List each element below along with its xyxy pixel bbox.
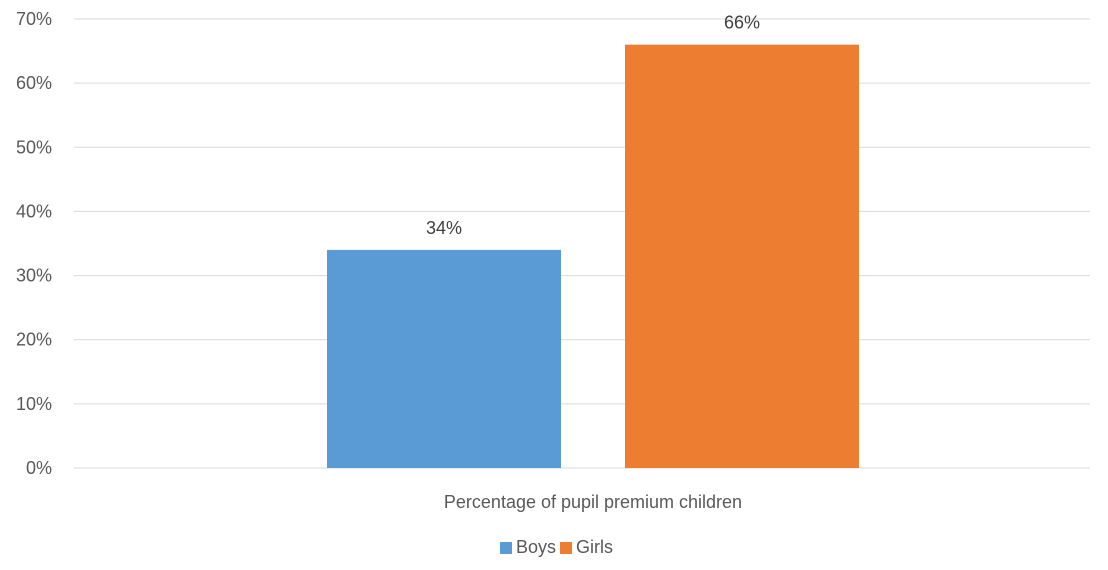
bar-boys — [327, 249, 561, 468]
y-tick-label: 70% — [16, 9, 52, 29]
y-axis-ticks: 0% 10% 20% 30% 40% 50% 60% 70% — [16, 9, 52, 478]
legend-label-girls: Girls — [576, 537, 613, 557]
y-tick-label: 50% — [16, 137, 52, 157]
gridlines — [74, 18, 1090, 469]
data-label-girls: 66% — [724, 13, 760, 33]
legend-swatch-girls — [560, 542, 572, 554]
legend-swatch-boys — [500, 542, 512, 554]
y-tick-label: 30% — [16, 266, 52, 286]
x-category-label: Percentage of pupil premium children — [444, 492, 742, 512]
legend: Boys Girls — [500, 537, 613, 557]
legend-label-boys: Boys — [516, 537, 556, 557]
bars — [327, 44, 859, 469]
x-axis-categories: Percentage of pupil premium children — [444, 492, 742, 512]
data-label-boys: 34% — [426, 218, 462, 238]
y-tick-label: 0% — [26, 458, 52, 478]
data-labels: 34% 66% — [426, 13, 760, 238]
y-tick-label: 60% — [16, 73, 52, 93]
y-tick-label: 20% — [16, 330, 52, 350]
y-tick-label: 10% — [16, 394, 52, 414]
y-tick-label: 40% — [16, 201, 52, 221]
bar-girls — [625, 44, 859, 469]
